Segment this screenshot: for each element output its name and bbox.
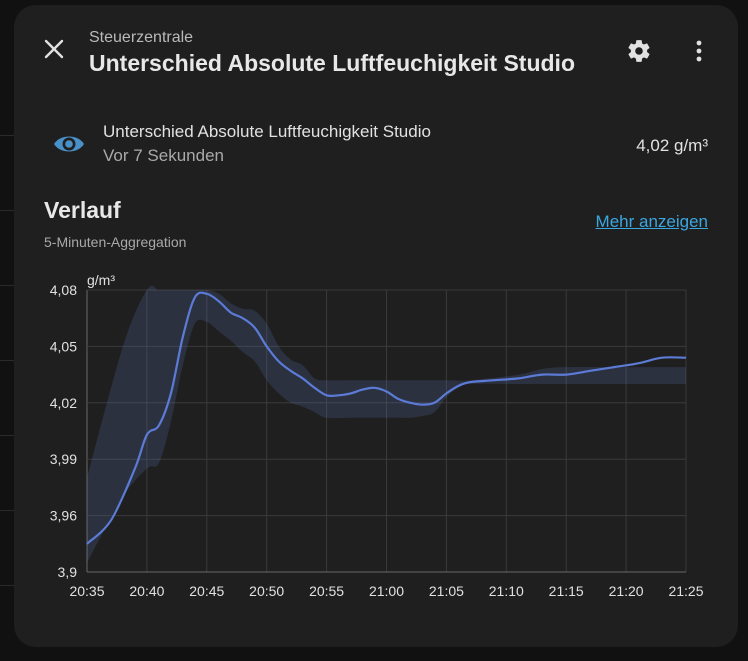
entity-name: Unterschied Absolute Luftfeuchigkeit Stu…: [103, 122, 431, 141]
x-tick-label: 21:25: [668, 583, 703, 599]
history-chart[interactable]: g/m³ 3,93,963,994,024,054,08 20:35 20:40 2…: [14, 5, 738, 647]
more-options-button[interactable]: [685, 35, 713, 67]
x-tick-label: 21:05: [429, 583, 464, 599]
close-icon: [44, 39, 64, 59]
y-tick-label: 3,9: [58, 564, 78, 580]
entity-state: 4,02 g/m³: [636, 136, 708, 155]
history-title: Verlauf: [44, 197, 121, 223]
more-info-dialog: Steuerzentrale Unterschied Absolute Luft…: [14, 5, 738, 647]
background-divider: [0, 510, 16, 511]
chart-grid: [86, 289, 687, 573]
x-tick-label: 20:45: [189, 583, 224, 599]
gear-icon: [628, 40, 650, 62]
x-tick-label: 20:35: [69, 583, 104, 599]
show-more-link[interactable]: Mehr anzeigen: [595, 212, 708, 231]
y-tick-label: 3,99: [50, 451, 77, 467]
settings-button[interactable]: [623, 35, 655, 67]
x-tick-label: 21:15: [549, 583, 584, 599]
background-divider: [0, 435, 16, 436]
background-divider: [0, 585, 16, 586]
y-axis-unit: g/m³: [87, 272, 115, 288]
dialog-subtitle: Steuerzentrale: [89, 29, 194, 46]
background-divider: [0, 360, 16, 361]
close-button[interactable]: [40, 35, 68, 63]
history-aggregation: 5-Minuten-Aggregation: [44, 234, 187, 250]
eye-icon: [54, 136, 84, 152]
more-vertical-icon: [696, 40, 702, 62]
x-tick-label: 21:20: [609, 583, 644, 599]
background-divider: [0, 210, 16, 211]
entity-last-changed: Vor 7 Sekunden: [103, 146, 224, 165]
dialog-title: Unterschied Absolute Luftfeuchigkeit Stu…: [89, 50, 575, 76]
background-divider: [0, 285, 16, 286]
x-tick-label: 20:50: [249, 583, 284, 599]
x-tick-label: 21:00: [369, 583, 404, 599]
x-tick-label: 20:40: [129, 583, 164, 599]
x-tick-label: 20:55: [309, 583, 344, 599]
min-max-band: [87, 285, 686, 563]
series-line: [86, 291, 687, 545]
y-tick-label: 3,96: [50, 508, 77, 524]
y-tick-label: 4,08: [50, 282, 77, 298]
x-tick-label: 21:10: [489, 583, 524, 599]
background-divider: [0, 135, 16, 136]
x-axis-ticks: 20:35 20:40 20:45 20:50 20:55 21:00 21:05 21:10…: [69, 583, 703, 599]
y-axis-ticks: 3,9 3,96 3,99 4,02 4,05 4,08: [50, 282, 77, 580]
y-tick-label: 4,02: [50, 395, 77, 411]
y-tick-label: 4,05: [50, 338, 77, 354]
